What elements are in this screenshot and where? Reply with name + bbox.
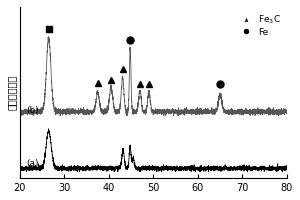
Text: (b): (b): [26, 106, 39, 115]
Legend: Fe$_3$C, Fe: Fe$_3$C, Fe: [233, 10, 284, 40]
Y-axis label: 相对衍射强度: 相对衍射强度: [7, 75, 17, 110]
Text: (a): (a): [26, 159, 39, 168]
